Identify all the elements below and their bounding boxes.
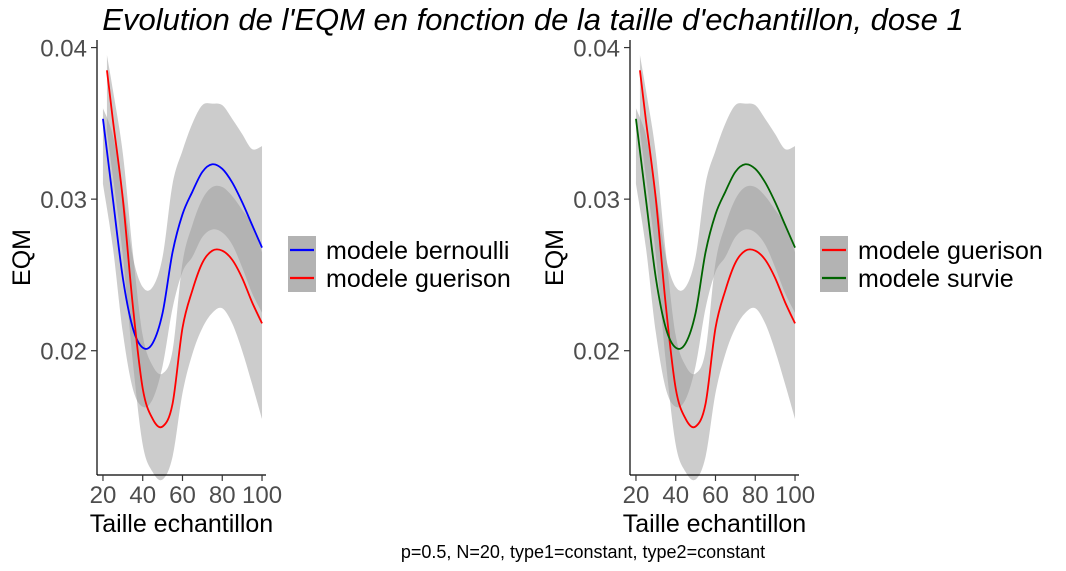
y-tick-label: 0.02	[573, 339, 620, 366]
chart-title: Evolution de l'EQM en fonction de la tai…	[102, 2, 963, 37]
y-tick-label: 0.04	[573, 36, 620, 63]
y-axis-title: EQM	[541, 229, 569, 286]
x-tick-label: 100	[242, 482, 282, 509]
series-line-modele-survie	[635, 118, 796, 350]
x-axis-title: Taille echantillon	[90, 510, 273, 538]
y-tick-label: 0.04	[40, 36, 87, 63]
legend-label: modele guerison	[858, 237, 1043, 265]
x-tick-label: 60	[702, 482, 729, 509]
x-tick-label: 20	[623, 482, 650, 509]
chart-caption: p=0.5, N=20, type1=constant, type2=const…	[401, 542, 765, 562]
series-line-modele-bernoulli	[102, 118, 263, 350]
x-tick-label: 100	[775, 482, 815, 509]
y-axis-title: EQM	[8, 229, 36, 286]
x-tick-label: 80	[209, 482, 236, 509]
x-tick-label: 40	[129, 482, 156, 509]
confidence-band-modele-bernoulli	[102, 103, 263, 408]
confidence-band-modele-survie	[635, 103, 796, 408]
series-line-modele-guerison	[639, 70, 796, 429]
legend-label: modele guerison	[326, 265, 511, 293]
y-tick-label: 0.03	[573, 187, 620, 214]
confidence-band-modele-guerison	[106, 55, 263, 481]
y-tick-label: 0.03	[40, 187, 87, 214]
x-tick-label: 20	[90, 482, 117, 509]
y-tick-label: 0.02	[40, 339, 87, 366]
legend-label: modele bernoulli	[326, 237, 509, 265]
legend-label: modele survie	[858, 265, 1014, 293]
x-tick-label: 80	[742, 482, 769, 509]
x-tick-label: 60	[169, 482, 196, 509]
x-tick-label: 40	[662, 482, 689, 509]
x-axis-title: Taille echantillon	[623, 510, 806, 538]
series-line-modele-guerison	[106, 70, 263, 429]
